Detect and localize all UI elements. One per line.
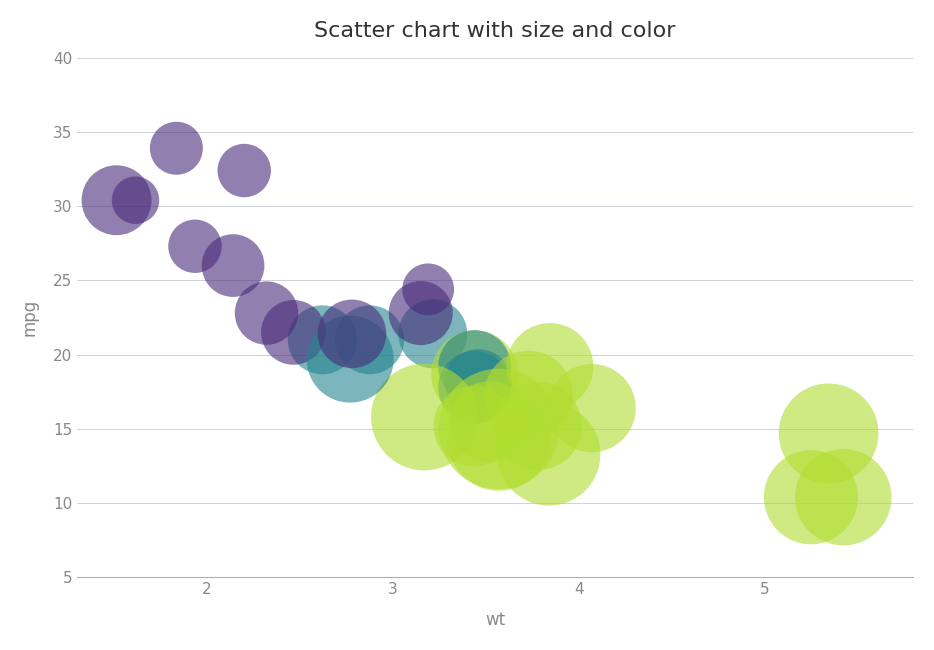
- Point: [467, 382, 482, 393]
- Point: [362, 335, 377, 345]
- X-axis label: wt: wt: [485, 611, 505, 629]
- Point: [803, 492, 818, 502]
- Point: [188, 241, 203, 252]
- Point: [169, 143, 184, 153]
- Point: [109, 195, 124, 205]
- Point: [128, 195, 143, 205]
- Point: [425, 329, 440, 339]
- Point: [836, 492, 851, 502]
- Point: [542, 449, 557, 460]
- Point: [543, 361, 558, 372]
- Point: [315, 335, 330, 345]
- Point: [471, 378, 486, 388]
- Point: [467, 361, 482, 372]
- Point: [585, 403, 600, 413]
- Point: [521, 389, 536, 400]
- Point: [491, 434, 506, 445]
- Title: Scatter chart with size and color: Scatter chart with size and color: [315, 21, 676, 41]
- Point: [417, 412, 432, 423]
- Point: [345, 329, 360, 339]
- Point: [226, 261, 241, 271]
- Point: [343, 354, 358, 364]
- Point: [482, 416, 497, 426]
- Point: [259, 308, 274, 318]
- Point: [821, 428, 836, 439]
- Y-axis label: mpg: mpg: [21, 299, 39, 336]
- Point: [491, 424, 506, 434]
- Point: [286, 327, 301, 337]
- Point: [413, 308, 428, 318]
- Point: [467, 369, 482, 379]
- Point: [420, 284, 435, 294]
- Point: [531, 421, 545, 431]
- Point: [466, 421, 481, 431]
- Point: [236, 165, 251, 176]
